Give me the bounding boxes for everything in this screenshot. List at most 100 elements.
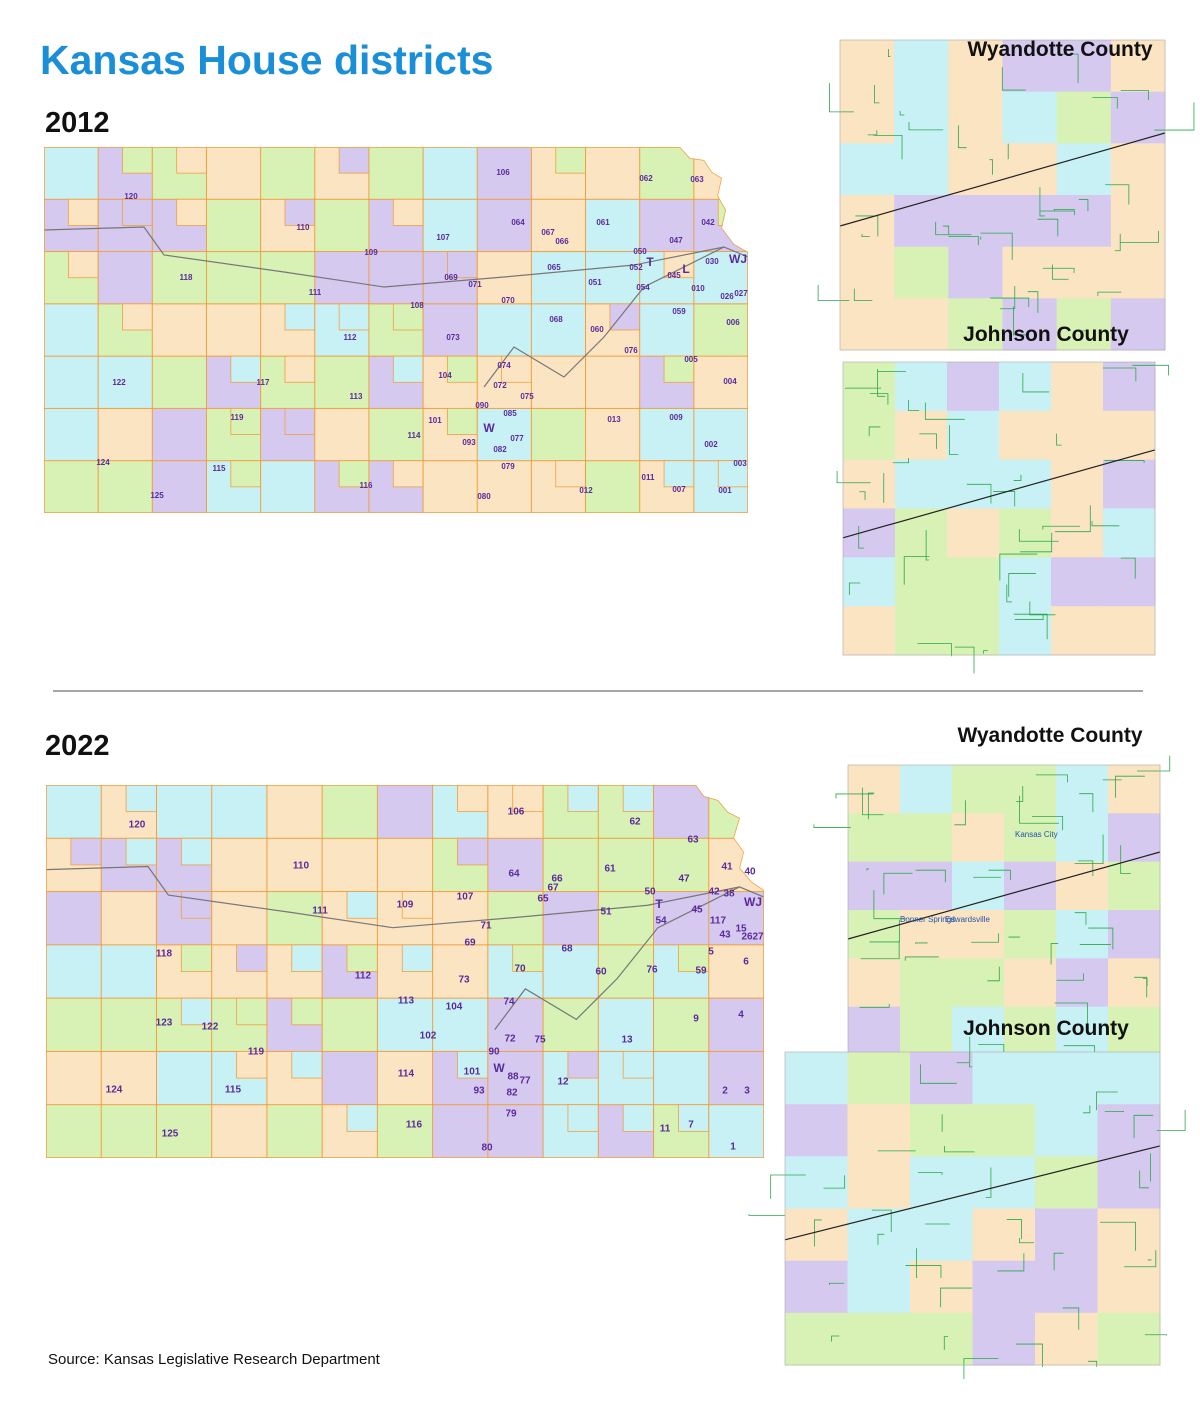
inset-line (944, 1145, 975, 1153)
inset-area (900, 1006, 953, 1056)
district-area (422, 198, 479, 253)
inset-line (905, 1265, 942, 1278)
inset-area (1110, 91, 1166, 144)
inset-area (847, 1312, 911, 1366)
inset-area (847, 1104, 911, 1157)
inset-line (1082, 1105, 1091, 1114)
district-area (100, 1104, 158, 1158)
inset-area (785, 1312, 848, 1366)
inset-area (1002, 246, 1058, 299)
inset-area (1035, 1312, 1098, 1366)
district-area (100, 944, 158, 1000)
district-label: 27 (752, 932, 764, 943)
district-label: 064 (511, 218, 525, 227)
district-label: 51 (600, 907, 612, 918)
inset-line (888, 49, 891, 57)
title: Kansas House districts (40, 37, 493, 83)
inset-line (835, 793, 874, 799)
inset-line (1056, 973, 1084, 981)
inset-area (895, 410, 948, 461)
inset-area (1051, 557, 1104, 607)
inset-area (1097, 1260, 1161, 1314)
district-area (180, 837, 213, 866)
inset-area (843, 606, 896, 656)
inset-area (972, 1052, 1036, 1105)
district-area (291, 944, 323, 972)
district-area (693, 355, 748, 410)
district-label: 069 (444, 273, 458, 282)
district-label: 115 (213, 464, 226, 473)
district-area (97, 407, 154, 462)
inset-line (963, 1358, 999, 1380)
inset-line (883, 472, 885, 503)
district-label: 114 (408, 431, 421, 440)
state-outline (46, 785, 764, 1158)
inset-line (829, 83, 854, 113)
inset-line (1037, 218, 1059, 237)
district-area (432, 944, 489, 1000)
inset-area (948, 298, 1003, 351)
inset-line (985, 1167, 992, 1198)
district-area (236, 997, 268, 1026)
district-label: L (682, 262, 689, 276)
inset-line (1133, 1114, 1154, 1139)
district-area (314, 198, 370, 253)
district-label: 93 (473, 1086, 485, 1097)
inset-area (1002, 91, 1058, 144)
inset-line (1015, 1343, 1043, 1367)
inset-line (874, 84, 880, 104)
district-label: 011 (642, 473, 655, 482)
inset-line (1078, 199, 1089, 212)
district-area (205, 147, 262, 201)
district-area (708, 1104, 764, 1158)
inset-area (847, 1260, 911, 1314)
district-label: 005 (684, 355, 698, 364)
district-label: 045 (667, 271, 681, 280)
district-area (211, 837, 268, 893)
inset-line (904, 956, 939, 961)
district-label: 61 (604, 864, 616, 875)
district-label: 114 (398, 1069, 415, 1080)
district-label: 065 (547, 263, 561, 272)
inset-area (1103, 557, 1156, 607)
inset-area (900, 765, 953, 814)
district-label: 119 (231, 413, 244, 422)
inset-line (848, 582, 861, 595)
district-label: 124 (106, 1085, 123, 1096)
district-label: 122 (202, 1022, 219, 1033)
district-label: WJ (744, 895, 762, 909)
district-area (230, 460, 262, 488)
inset-area (1004, 910, 1057, 959)
inset-line (988, 869, 1011, 880)
inset-line (957, 125, 967, 149)
inset-area (840, 91, 895, 144)
district-area (542, 837, 600, 893)
inset-area (1097, 1208, 1161, 1262)
inset-area (1056, 958, 1109, 1008)
district-area (44, 407, 100, 462)
inset-area (1108, 910, 1161, 959)
district-area (205, 251, 262, 305)
inset-line (836, 470, 871, 484)
district-area (260, 251, 316, 305)
inset-line (1081, 330, 1088, 339)
inset-area (1035, 1052, 1098, 1105)
district-label: 109 (397, 900, 414, 911)
district-area (555, 460, 586, 488)
inset-area (1002, 143, 1058, 196)
district-area (447, 408, 478, 435)
inset-area (1035, 1260, 1098, 1314)
inset-line (1016, 786, 1024, 802)
district-label: W (493, 1061, 505, 1075)
inset-area (910, 1104, 973, 1157)
district-label: 119 (248, 1047, 265, 1058)
inset-map (817, 39, 1195, 351)
district-area (622, 1051, 654, 1079)
district-area (211, 785, 268, 840)
district-label: 124 (96, 458, 110, 467)
inset-line (1096, 1091, 1118, 1111)
inset-area (1103, 508, 1156, 558)
district-area (266, 1104, 324, 1158)
inset-line (954, 646, 975, 674)
inset-line (916, 1248, 918, 1278)
